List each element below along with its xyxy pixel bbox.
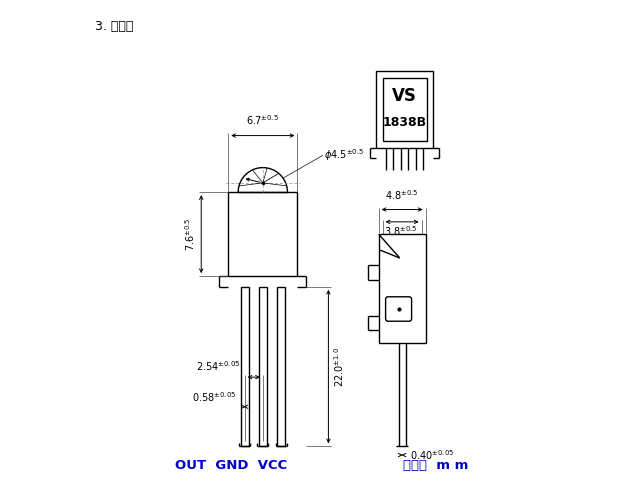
Bar bbox=[379, 234, 426, 343]
Text: 22.0$^{\pm1.0}$: 22.0$^{\pm1.0}$ bbox=[332, 347, 346, 387]
Text: OUT  GND  VCC: OUT GND VCC bbox=[175, 459, 287, 472]
Text: 1838B: 1838B bbox=[383, 116, 426, 129]
Bar bbox=[277, 287, 285, 446]
Text: 4.8$^{\pm0.5}$: 4.8$^{\pm0.5}$ bbox=[386, 188, 419, 202]
Text: 7.6$^{\pm0.5}$: 7.6$^{\pm0.5}$ bbox=[184, 217, 197, 251]
Bar bbox=[376, 71, 433, 148]
Text: 单位：  m m: 单位： m m bbox=[402, 459, 468, 472]
Bar bbox=[259, 287, 267, 446]
Bar bbox=[383, 78, 426, 141]
Text: $\phi$4.5$^{\pm0.5}$: $\phi$4.5$^{\pm0.5}$ bbox=[325, 147, 365, 163]
Text: 2.54$^{\pm0.05}$: 2.54$^{\pm0.05}$ bbox=[196, 359, 240, 373]
Text: 3.8$^{\pm0.5}$: 3.8$^{\pm0.5}$ bbox=[384, 224, 417, 238]
Text: 0.58$^{\pm0.05}$: 0.58$^{\pm0.05}$ bbox=[191, 390, 236, 404]
Bar bbox=[241, 287, 249, 446]
Text: VS: VS bbox=[392, 87, 417, 105]
Text: 0.40$^{\pm0.05}$: 0.40$^{\pm0.05}$ bbox=[410, 448, 455, 462]
Text: 6.7$^{\pm0.5}$: 6.7$^{\pm0.5}$ bbox=[247, 113, 279, 127]
Text: 3. 尺寸：: 3. 尺寸： bbox=[95, 20, 133, 33]
Bar bbox=[229, 192, 298, 276]
